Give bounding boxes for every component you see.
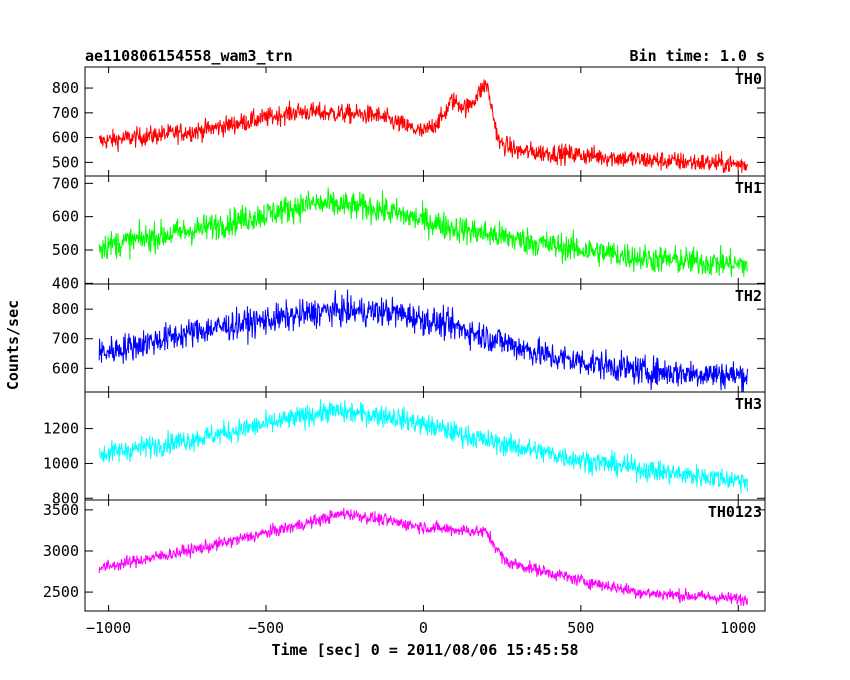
y-tick-label: 500: [52, 241, 79, 259]
series-line-th0123: [98, 507, 748, 606]
x-tick-label: 500: [567, 619, 594, 637]
chart-title: ae110806154558_wam3_trn: [85, 47, 293, 65]
panel-label: TH2: [735, 287, 762, 305]
panels-group: 500 600 700 800 TH0 400 500 600 700 TH1 600 700 800 T…: [43, 66, 766, 637]
series-line-th1: [98, 187, 748, 278]
y-tick-label: 3000: [43, 542, 79, 560]
panel-label: TH1: [735, 179, 762, 197]
panel-label: TH0123: [708, 503, 762, 521]
x-tick-label: −500: [248, 619, 284, 637]
panel-th0: 500 600 700 800 TH0: [52, 66, 766, 177]
panel-th0123: 2500 3000 3500 TH0123: [43, 499, 766, 612]
x-axis-label: Time [sec] 0 = 2011/08/06 15:45:58: [271, 641, 578, 659]
bin-time-label: Bin time: 1.0 s: [630, 47, 765, 65]
y-tick-label: 600: [52, 129, 79, 147]
series-line-th2: [98, 289, 748, 392]
panel-label: TH3: [735, 395, 762, 413]
y-tick-label: 700: [52, 330, 79, 348]
y-tick-label: 700: [52, 104, 79, 122]
x-tick-label: 1000: [720, 619, 756, 637]
y-axis-label: Counts/sec: [4, 300, 22, 390]
y-tick-label: 1200: [43, 420, 79, 438]
series-line-th0: [98, 79, 748, 174]
x-tick-label: −1000: [86, 619, 131, 637]
y-tick-label: 1000: [43, 454, 79, 472]
y-tick-label: 800: [52, 489, 79, 507]
y-tick-label: 500: [52, 153, 79, 171]
panel-th1: 400 500 600 700 TH1: [52, 174, 766, 292]
panel-th3: 800 1000 1200 TH3: [43, 391, 766, 507]
y-tick-label: 3500: [43, 501, 79, 519]
y-tick-label: 600: [52, 359, 79, 377]
y-tick-label: 2500: [43, 583, 79, 601]
y-tick-label: 700: [52, 174, 79, 192]
x-tick-label: 0: [419, 619, 428, 637]
y-tick-label: 800: [52, 300, 79, 318]
series-line-th3: [98, 399, 748, 494]
panel-label: TH0: [735, 70, 762, 88]
y-tick-label: 400: [52, 274, 79, 292]
y-tick-label: 600: [52, 208, 79, 226]
panel-frame: [84, 499, 766, 612]
y-tick-label: 800: [52, 79, 79, 97]
panel-th2: 600 700 800 TH2: [52, 283, 766, 393]
